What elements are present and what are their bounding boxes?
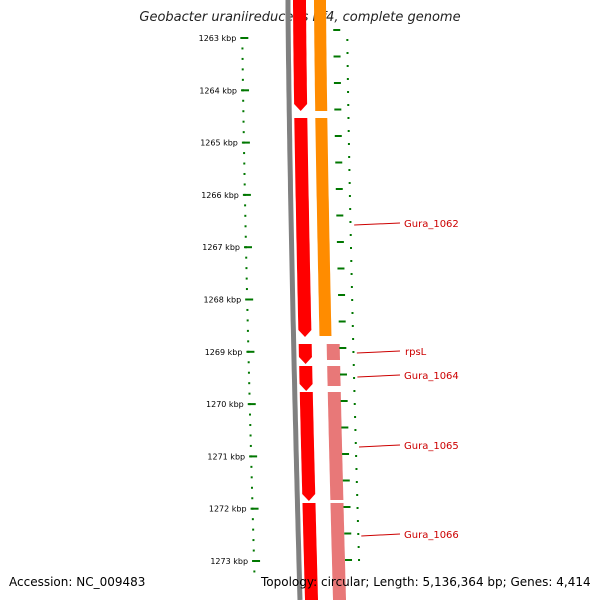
ruler-label: 1268 kbp — [203, 296, 241, 305]
ruler-label: 1272 kbp — [209, 505, 247, 514]
gene-label-gura_1066: Gura_1066 — [404, 530, 459, 541]
ruler-label: 1270 kbp — [206, 400, 244, 409]
gene-leader-line — [354, 222, 401, 226]
cds-feature — [294, 118, 312, 337]
ruler-label: 1264 kbp — [199, 86, 237, 95]
gene-label-rpsl: rpsL — [405, 347, 427, 358]
gene-leader-line — [361, 533, 401, 537]
ruler-label: 1267 kbp — [202, 243, 240, 252]
genome-summary-text: Topology: circular; Length: 5,136,364 bp… — [261, 575, 591, 589]
cds-feature — [298, 344, 312, 364]
ruler-label: 1269 kbp — [205, 348, 243, 357]
gene-feature-orange — [314, 0, 328, 111]
ruler-label: 1265 kbp — [200, 139, 238, 148]
genome-backbone — [285, 0, 303, 601]
gene-label-gura_1064: Gura_1064 — [404, 371, 459, 382]
gene-feature-pink — [326, 344, 340, 360]
cds-feature — [293, 0, 308, 111]
ruler-label: 1263 kbp — [199, 34, 237, 43]
cds-feature — [302, 503, 318, 600]
gene-leader-line — [356, 350, 401, 354]
ruler-label: 1273 kbp — [210, 557, 248, 566]
gene-feature-pink — [327, 392, 344, 500]
gene-feature-pink — [327, 366, 341, 386]
gene-leader-line — [359, 444, 401, 448]
gene-leader-line — [357, 374, 401, 378]
cds-feature — [299, 392, 316, 501]
gene-feature-pink — [330, 503, 346, 600]
cds-feature — [299, 366, 313, 391]
gene-label-gura_1065: Gura_1065 — [404, 441, 459, 452]
gene-feature-orange — [315, 118, 332, 336]
gene-label-gura_1062: Gura_1062 — [404, 219, 459, 230]
accession-text: Accession: NC_009483 — [9, 575, 146, 589]
ruler-label: 1271 kbp — [207, 452, 245, 461]
ruler-label: 1266 kbp — [201, 191, 239, 200]
